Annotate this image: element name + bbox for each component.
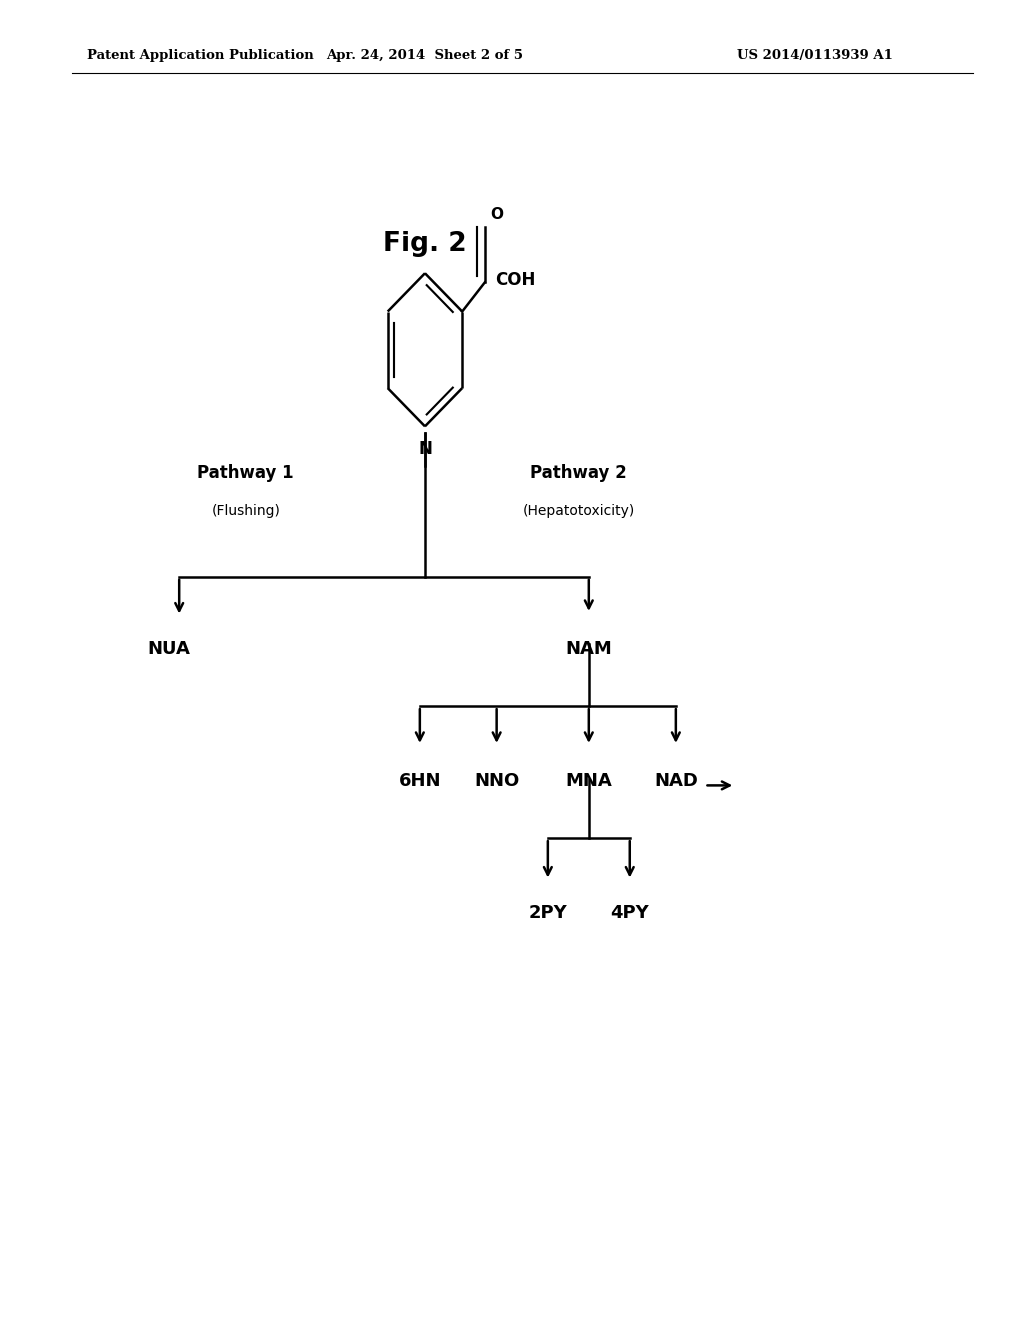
Text: NAM: NAM — [565, 640, 612, 659]
Text: NNO: NNO — [474, 772, 519, 791]
Text: NUA: NUA — [147, 640, 190, 659]
Text: MNA: MNA — [565, 772, 612, 791]
Text: (Flushing): (Flushing) — [211, 504, 281, 519]
Text: NAD: NAD — [654, 772, 697, 791]
Text: Apr. 24, 2014  Sheet 2 of 5: Apr. 24, 2014 Sheet 2 of 5 — [327, 49, 523, 62]
Text: O: O — [489, 207, 503, 222]
Text: N: N — [418, 440, 432, 458]
Text: (Hepatotoxicity): (Hepatotoxicity) — [522, 504, 635, 519]
Text: COH: COH — [495, 271, 536, 289]
Text: 6HN: 6HN — [398, 772, 441, 791]
Text: Patent Application Publication: Patent Application Publication — [87, 49, 313, 62]
Text: Fig. 2: Fig. 2 — [383, 231, 467, 257]
Text: Pathway 2: Pathway 2 — [530, 463, 627, 482]
Text: 2PY: 2PY — [528, 904, 567, 923]
Text: US 2014/0113939 A1: US 2014/0113939 A1 — [737, 49, 893, 62]
Text: 4PY: 4PY — [610, 904, 649, 923]
Text: Pathway 1: Pathway 1 — [198, 463, 294, 482]
